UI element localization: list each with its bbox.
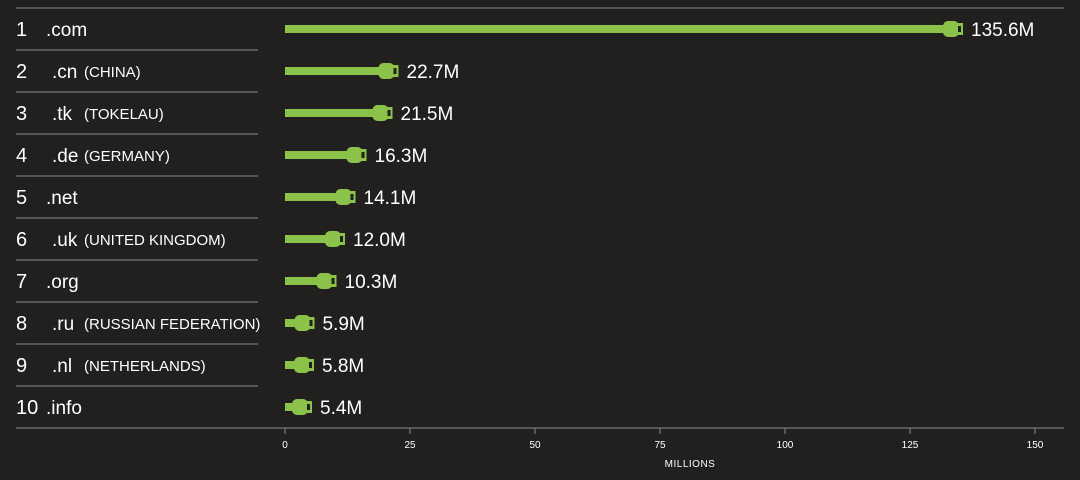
bar — [285, 403, 294, 411]
bar — [285, 151, 349, 159]
bar-plug-slot — [387, 110, 391, 116]
tick-label: 25 — [404, 440, 416, 451]
tld-label: .de — [52, 146, 78, 167]
chart-row: 10 .info 5.4M — [16, 397, 362, 419]
rank-label: 3 — [16, 103, 27, 125]
rank-label: 8 — [16, 313, 27, 335]
bar — [285, 361, 296, 369]
country-label: (CHINA) — [84, 64, 141, 81]
tld-label: .cn — [52, 62, 77, 83]
tld-label: .info — [46, 398, 82, 419]
bar-plug — [292, 399, 308, 415]
bar-plug-slot — [361, 152, 365, 158]
country-label: (UNITED KINGDOM) — [84, 232, 226, 249]
bar-plug-slot — [350, 194, 354, 200]
bar-plug — [943, 21, 959, 37]
tld-label: .tk — [52, 104, 73, 125]
chart-row: 6 .uk (UNITED KINGDOM) 12.0M — [16, 229, 406, 251]
chart-rows: 1 .com 135.6M 2 .cn (CHINA) 22.7M 3 .tk (TOKELAU)… — [16, 19, 1034, 419]
rank-label: 5 — [16, 187, 27, 209]
value-label: 5.4M — [320, 398, 362, 419]
bar-plug-slot — [309, 362, 312, 368]
bar-plug-slot — [958, 26, 961, 32]
bar-plug — [316, 273, 333, 289]
chart-row: 9 .nl (NETHERLANDS) 5.8M — [16, 355, 364, 377]
tick-label: 125 — [902, 440, 919, 451]
chart-row: 3 .tk (TOKELAU) 21.5M — [16, 103, 453, 125]
chart-row: 8 .ru (RUSSIAN FEDERATION) 5.9M — [16, 313, 365, 335]
tld-label: .nl — [52, 356, 72, 377]
bar-plug — [346, 147, 363, 163]
value-label: 22.7M — [407, 62, 460, 83]
bar — [285, 235, 327, 243]
country-label: (RUSSIAN FEDERATION) — [84, 316, 260, 333]
bar — [285, 25, 945, 33]
bar — [285, 193, 338, 201]
tld-label: .com — [46, 20, 87, 41]
rank-label: 4 — [16, 145, 27, 167]
rank-label: 1 — [16, 19, 27, 41]
bar — [285, 277, 319, 285]
value-label: 5.8M — [322, 356, 364, 377]
tld-label: .uk — [52, 230, 78, 251]
chart-row: 4 .de (GERMANY) 16.3M — [16, 145, 427, 167]
value-label: 21.5M — [401, 104, 454, 125]
bar-plug-slot — [340, 236, 343, 242]
tld-label: .ru — [52, 314, 74, 335]
tld-label: .net — [46, 188, 78, 209]
value-label: 5.9M — [323, 314, 365, 335]
value-label: 12.0M — [353, 230, 406, 251]
bar — [285, 109, 375, 117]
value-label: 10.3M — [345, 272, 398, 293]
country-label: (NETHERLANDS) — [84, 358, 206, 375]
x-axis-title: MILLIONS — [665, 459, 716, 470]
rank-label: 9 — [16, 355, 27, 377]
tld-label: .org — [46, 272, 79, 293]
rank-label: 10 — [16, 397, 38, 419]
bar-plug — [294, 315, 311, 331]
chart-row: 2 .cn (CHINA) 22.7M — [16, 61, 459, 83]
chart-row: 5 .net 14.1M — [16, 187, 416, 209]
tick-label: 0 — [282, 440, 288, 451]
chart-row: 1 .com 135.6M — [16, 19, 1034, 41]
bar-plug — [335, 189, 352, 205]
tick-label: 50 — [529, 440, 541, 451]
bar-plug-slot — [309, 320, 313, 326]
rank-label: 2 — [16, 61, 27, 83]
rank-label: 7 — [16, 271, 27, 293]
bar-plug-slot — [307, 404, 310, 410]
value-label: 14.1M — [364, 188, 417, 209]
tick-label: 100 — [777, 440, 794, 451]
chart-row: 7 .org 10.3M — [16, 271, 397, 293]
bar-plug — [378, 63, 395, 79]
bar-plug — [294, 357, 310, 373]
bar-plug — [372, 105, 389, 121]
bar — [285, 67, 381, 75]
value-label: 135.6M — [971, 20, 1034, 41]
row-rules — [16, 7, 1064, 387]
value-label: 16.3M — [375, 146, 428, 167]
country-label: (GERMANY) — [84, 148, 170, 165]
bar-plug-slot — [393, 68, 397, 74]
country-label: (TOKELAU) — [84, 106, 164, 123]
x-axis: 0 25 50 75 100 125 150 MILLIONS — [16, 427, 1064, 470]
bar — [285, 319, 297, 327]
tick-label: 75 — [654, 440, 666, 451]
tick-label: 150 — [1027, 440, 1044, 451]
bar-plug — [325, 231, 341, 247]
bar-plug-slot — [331, 278, 335, 284]
rank-label: 6 — [16, 229, 27, 251]
